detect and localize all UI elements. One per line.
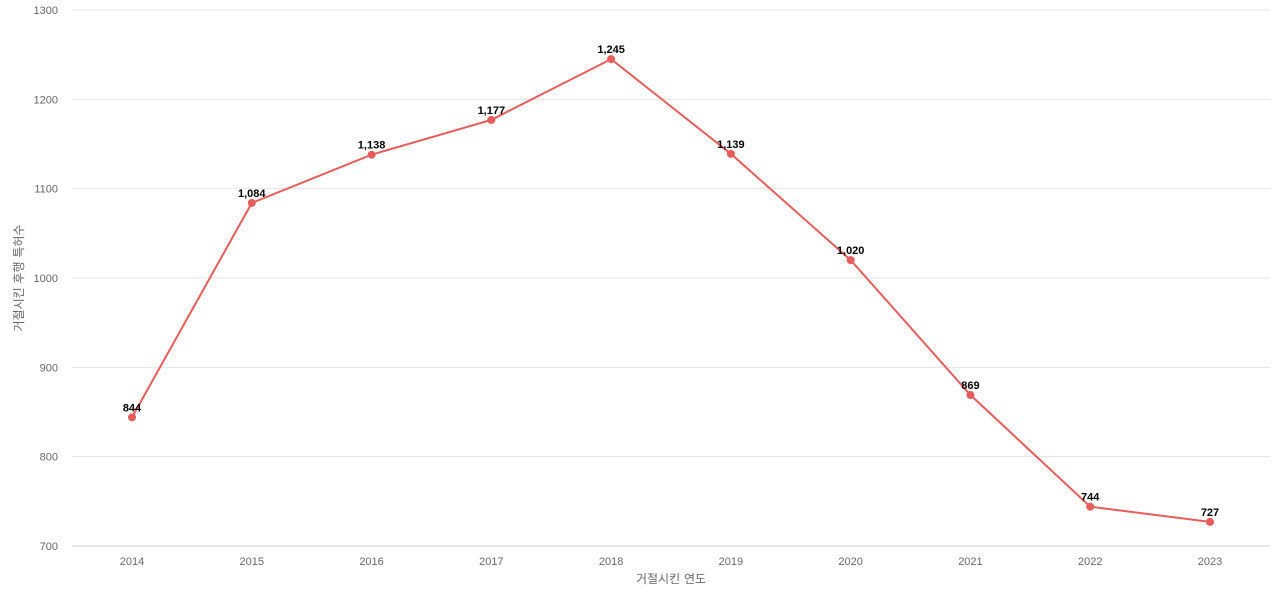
- data-point: [966, 391, 975, 400]
- data-point: [1086, 502, 1095, 511]
- y-tick-label: 1000: [34, 273, 58, 285]
- x-tick-label: 2019: [719, 556, 743, 568]
- data-label: 1,245: [597, 44, 625, 56]
- y-tick-label: 1100: [34, 184, 58, 196]
- x-axis-title: 거절시킨 연도: [636, 572, 706, 586]
- y-tick-label: 900: [40, 362, 58, 374]
- data-label: 744: [1081, 492, 1100, 504]
- x-tick-label: 2021: [958, 556, 982, 568]
- data-point: [487, 115, 496, 124]
- y-tick-label: 800: [40, 452, 58, 464]
- y-tick-label: 1300: [34, 5, 58, 17]
- y-axis-ticks: 700 800 900 1000 1100 1200 1300: [34, 5, 58, 553]
- data-point: [607, 55, 616, 64]
- series-line: [131, 57, 1211, 523]
- data-point: [846, 256, 855, 265]
- data-label: 1,020: [837, 245, 865, 257]
- y-tick-label: 700: [40, 541, 58, 553]
- x-tick-label: 2015: [240, 556, 264, 568]
- y-axis-title: 거절시킨 후행 특허수: [11, 225, 26, 332]
- x-axis-ticks: 2014 2015 2016 2017 2018 2019 2020 2021 2022 2023: [120, 556, 1222, 568]
- x-tick-label: 2017: [479, 556, 503, 568]
- data-label: 1,139: [717, 139, 745, 151]
- data-label: 844: [123, 402, 142, 414]
- x-tick-label: 2023: [1198, 556, 1222, 568]
- x-tick-label: 2018: [599, 556, 623, 568]
- x-tick-label: 2016: [359, 556, 383, 568]
- data-point: [726, 149, 735, 158]
- data-point: [367, 150, 376, 159]
- data-point: [1206, 517, 1214, 526]
- data-label: 1,084: [238, 188, 266, 200]
- data-points: [128, 55, 1214, 526]
- data-point: [247, 198, 256, 207]
- x-tick-label: 2020: [838, 556, 862, 568]
- data-label: 727: [1201, 507, 1219, 519]
- gridlines: [72, 9, 1270, 458]
- data-labels: 844 1,084 1,138 1,177 1,245 1,139 1,020 869 744 7…: [123, 44, 1219, 519]
- data-label: 869: [961, 380, 979, 392]
- x-tick-label: 2022: [1078, 556, 1102, 568]
- y-tick-label: 1200: [34, 94, 58, 106]
- x-tick-label: 2014: [120, 556, 144, 568]
- data-point: [128, 413, 136, 422]
- data-label: 1,138: [358, 140, 386, 152]
- data-label: 1,177: [478, 105, 506, 117]
